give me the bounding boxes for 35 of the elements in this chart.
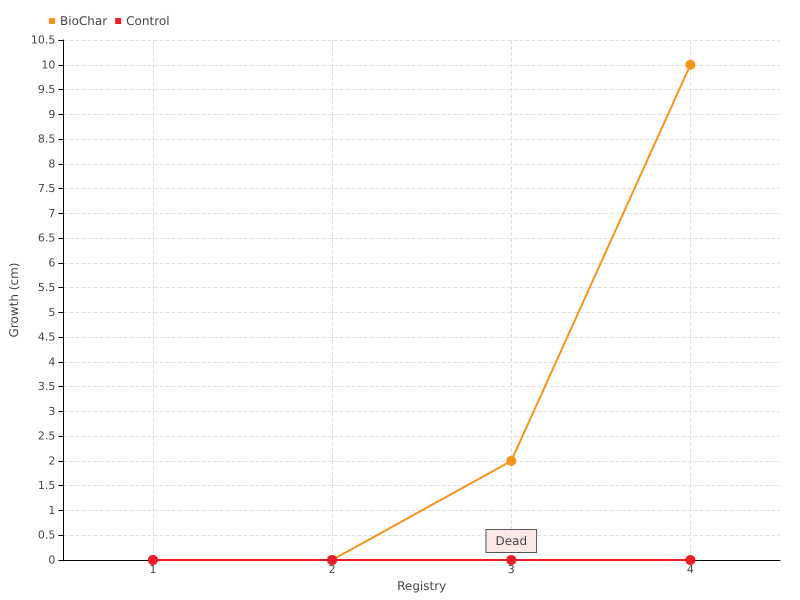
y-tick-label: 1 <box>48 504 56 517</box>
legend-label: Control <box>126 14 170 28</box>
y-tick-label: 5.5 <box>38 281 56 294</box>
y-tick-label: 3 <box>48 404 56 418</box>
point <box>506 456 516 466</box>
y-tick-label: 7.5 <box>38 182 56 196</box>
y-tick-label: 9.5 <box>38 83 56 96</box>
point <box>506 555 516 565</box>
y-tick-label: 1.5 <box>38 479 56 492</box>
y-tick-label: 7 <box>48 206 56 220</box>
y-axis-title: Growth (cm) <box>7 262 21 338</box>
x-tick-label: 1 <box>149 563 156 576</box>
y-tick-label: 8 <box>48 157 56 170</box>
point <box>685 60 696 70</box>
y-tick-label: 6 <box>48 256 56 270</box>
y-tick-label: 6.5 <box>38 232 56 245</box>
y-tick-label: 2.5 <box>38 430 56 443</box>
point <box>685 555 696 565</box>
x-tick-label: 2 <box>328 563 336 576</box>
y-tick-label: 0 <box>48 554 56 566</box>
y-tick-label: 0.5 <box>38 528 56 542</box>
y-tick-label: 4 <box>48 355 56 368</box>
y-tick-label: 9 <box>48 108 56 121</box>
y-tick-label: 8.5 <box>38 132 56 146</box>
y-tick-label: 10.5 <box>30 34 56 46</box>
y-tick-label: 4.5 <box>38 330 56 344</box>
x-tick-label: 3 <box>508 563 515 576</box>
y-tick-label: 2 <box>48 454 56 468</box>
y-tick-label: 3.5 <box>38 380 56 394</box>
legend-label: BioChar <box>60 14 108 28</box>
x-axis-title: Registry <box>397 578 446 593</box>
y-tick-label: 5 <box>48 306 56 319</box>
annotation: Dead <box>495 534 528 548</box>
x-tick-label: 4 <box>686 563 694 576</box>
y-tick-label: 10 <box>41 58 56 72</box>
